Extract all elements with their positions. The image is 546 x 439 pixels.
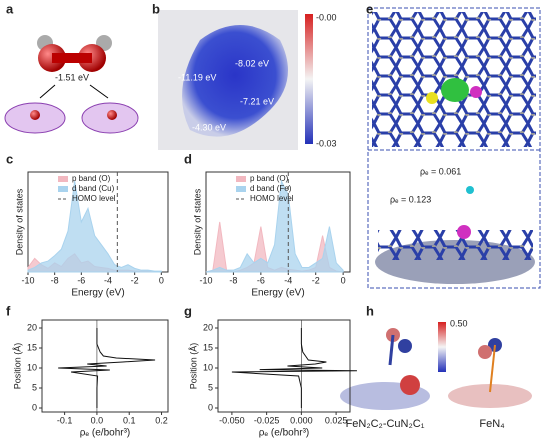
panel-label: e xyxy=(366,1,373,16)
x-tick-label: -0.1 xyxy=(57,415,73,425)
x-tick-label: -6 xyxy=(77,275,85,285)
map-label: -7.21 eV xyxy=(240,96,274,106)
density-profile xyxy=(231,328,357,408)
panel-label: a xyxy=(6,1,14,16)
x-tick-label: -4 xyxy=(284,275,292,285)
x-axis-label: ρₑ (e/bohr³) xyxy=(80,428,131,439)
legend-swatch xyxy=(236,176,246,182)
legend-label: HOMO level xyxy=(250,194,294,203)
panel-label: h xyxy=(366,303,374,318)
x-tick-label: 0.0 xyxy=(91,415,104,425)
y-tick-label: 0 xyxy=(32,402,37,412)
legend-swatch xyxy=(58,186,68,192)
legend-label: HOMO level xyxy=(72,194,116,203)
legend-label: d band (Cu) xyxy=(72,184,115,193)
x-tick-label: -10 xyxy=(21,275,34,285)
x-tick-label: 0 xyxy=(159,275,164,285)
y-tick-label: 20 xyxy=(27,322,37,332)
x-tick-label: -0.025 xyxy=(254,415,280,425)
panel-label: g xyxy=(184,303,192,318)
dos-area xyxy=(27,181,162,273)
rho-label: ρₑ = 0.061 xyxy=(420,166,461,176)
x-tick-label: -2 xyxy=(131,275,139,285)
rho-label: ρₑ = 0.123 xyxy=(390,194,431,204)
panel-e-art xyxy=(367,7,541,289)
y-tick-label: 20 xyxy=(203,322,213,332)
x-tick-label: -8 xyxy=(229,275,237,285)
legend-label: d band (Fe) xyxy=(250,184,292,193)
panel-label: d xyxy=(184,151,192,166)
structure-label: FeN₂C₂-CuN₂C₁ xyxy=(346,418,425,430)
x-tick-label: 0 xyxy=(341,275,346,285)
panel-label: c xyxy=(6,151,13,166)
legend-label: p band (O) xyxy=(250,174,289,183)
x-tick-label: 0.000 xyxy=(290,415,313,425)
panel-b-art xyxy=(158,10,313,150)
y-tick-label: 10 xyxy=(27,362,37,372)
x-axis-label: ρₑ (e/bohr³) xyxy=(259,428,310,439)
x-tick-label: -2 xyxy=(312,275,320,285)
x-tick-label: -8 xyxy=(51,275,59,285)
x-tick-label: 0.2 xyxy=(155,415,168,425)
plot-frame xyxy=(41,319,169,413)
energy-label: -1.51 eV xyxy=(55,72,89,82)
x-axis-label: Energy (eV) xyxy=(251,288,304,299)
map-label: -4.30 eV xyxy=(192,122,226,132)
x-tick-label: -4 xyxy=(104,275,112,285)
dos-area xyxy=(205,179,344,273)
map-label: -11.19 eV xyxy=(178,72,216,82)
x-tick-label: -10 xyxy=(199,275,212,285)
x-tick-label: 0.025 xyxy=(325,415,348,425)
y-axis-label: Density of states xyxy=(14,188,24,255)
panel-label: f xyxy=(6,303,11,318)
y-tick-label: 15 xyxy=(27,342,37,352)
panel-label: b xyxy=(152,1,160,16)
legend-label: p band (O) xyxy=(72,174,111,183)
y-tick-label: 5 xyxy=(32,382,37,392)
x-tick-label: 0.1 xyxy=(123,415,136,425)
y-tick-label: 0 xyxy=(208,402,213,412)
colorbar-label: 0.50 xyxy=(450,318,468,328)
y-tick-label: 10 xyxy=(203,362,213,372)
x-tick-label: -6 xyxy=(257,275,265,285)
colorbar-label: -0.00 xyxy=(316,12,337,22)
legend-swatch xyxy=(236,186,246,192)
legend-swatch xyxy=(58,176,68,182)
map-label: -8.02 eV xyxy=(235,58,269,68)
y-tick-label: 15 xyxy=(203,342,213,352)
y-axis-label: Position (Å) xyxy=(188,343,198,390)
density-profile xyxy=(58,328,156,408)
panel-h-art xyxy=(340,322,532,410)
y-axis-label: Density of states xyxy=(192,188,202,255)
colorbar-label: -0.03 xyxy=(316,138,337,148)
y-axis-label: Position (Å) xyxy=(12,343,22,390)
structure-label: FeN₄ xyxy=(479,418,505,430)
plot-frame xyxy=(217,319,351,413)
panel-a-art xyxy=(4,35,139,134)
y-tick-label: 5 xyxy=(208,382,213,392)
x-tick-label: -0.050 xyxy=(219,415,245,425)
x-axis-label: Energy (eV) xyxy=(71,288,124,299)
